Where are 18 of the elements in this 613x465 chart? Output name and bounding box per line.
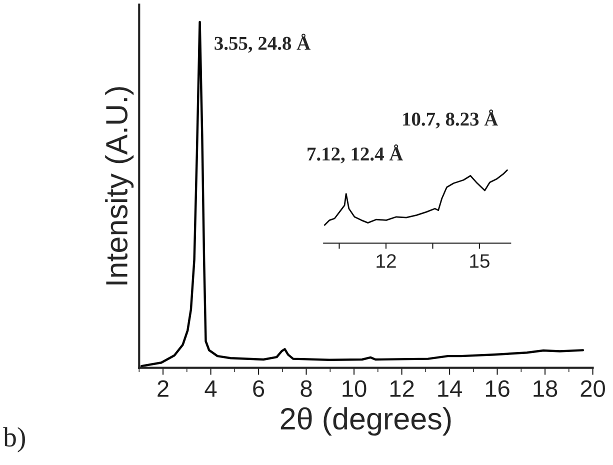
y-axis-title: Intensity (A.U.) <box>105 87 134 284</box>
x-tick-label: 20 <box>580 380 605 397</box>
x-tick-label: 12 <box>376 254 396 268</box>
text: b) <box>3 427 25 452</box>
x-tick-label: 16 <box>486 380 510 397</box>
x-tick-label: 15 <box>470 254 490 268</box>
x-tick-label: 10 <box>342 380 366 397</box>
x-tick-label: 2 <box>158 380 168 397</box>
x-tick-label: 18 <box>534 380 558 397</box>
x-tick-label: 8 <box>300 380 312 397</box>
x-tick-label: 6 <box>253 380 264 397</box>
x-tick-label: 4 <box>204 380 217 397</box>
annotation: 10.7, 8.23 Å <box>403 110 498 129</box>
annotation: 3.55, 24.8 Å <box>214 34 310 53</box>
x-axis-title: 2θ (degrees) <box>280 407 451 436</box>
x-tick-label: 14 <box>438 380 462 397</box>
annotation: 7.12, 12.4 Å <box>308 144 404 164</box>
x-tick-label: 12 <box>390 380 414 397</box>
